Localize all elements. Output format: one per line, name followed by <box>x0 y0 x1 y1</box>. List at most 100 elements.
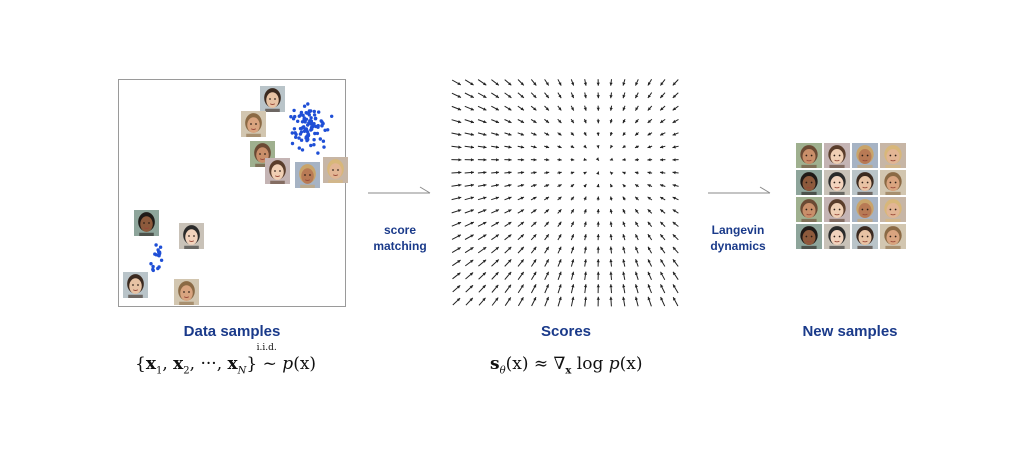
score-arrow-head <box>457 272 461 276</box>
score-arrow-head <box>520 183 525 187</box>
score-arrow-head <box>533 145 537 149</box>
score-arrow-head <box>533 209 537 213</box>
sample-dot <box>297 146 301 150</box>
score-arrow-head <box>609 259 613 263</box>
score-arrow-head <box>609 271 613 275</box>
score-arrow-head <box>483 196 487 200</box>
score-arrow-head <box>647 119 651 123</box>
score-arrow-head <box>495 145 499 149</box>
score-arrow-head <box>545 284 549 288</box>
score-arrow-head <box>508 183 512 187</box>
score-arrow-head <box>495 297 499 301</box>
score-arrow-head <box>508 222 512 225</box>
sample-dot <box>322 145 326 149</box>
sample-dot <box>319 119 323 123</box>
score-arrow-head <box>609 246 613 250</box>
score-arrow-head <box>483 107 487 111</box>
score-arrow-head <box>520 82 524 86</box>
score-arrow-head <box>483 234 487 238</box>
score-arrow-head <box>609 157 614 161</box>
face-image <box>824 224 850 249</box>
score-arrow-head <box>470 94 474 98</box>
score-arrow-head <box>647 259 651 263</box>
score-arrow-head <box>647 234 651 238</box>
score-arrow-head <box>647 296 651 301</box>
score-arrow-head <box>558 158 562 162</box>
score-arrow-head <box>520 234 524 238</box>
score-arrow-head <box>647 209 651 213</box>
score-arrow-head <box>508 196 512 200</box>
sample-dot <box>294 132 298 137</box>
sample-dot <box>296 119 300 123</box>
score-arrow-head <box>470 82 474 86</box>
face-image <box>796 143 822 168</box>
data-samples-title: Data samples <box>183 323 281 340</box>
score-arrow-head <box>660 209 664 213</box>
score-arrow-head <box>647 107 651 111</box>
score-arrow-head <box>672 209 677 213</box>
score-arrow-head <box>609 82 613 86</box>
score-arrow-head <box>583 171 587 175</box>
score-arrow-head <box>595 157 599 161</box>
score-arrow-head <box>647 82 651 86</box>
score-arrow-head <box>570 132 574 136</box>
score-arrow-head <box>482 285 486 289</box>
face-image <box>179 223 204 249</box>
score-arrow-head <box>457 247 461 251</box>
score-arrow-head <box>508 271 512 276</box>
sample-dot <box>290 141 295 146</box>
score-arrow-head <box>520 284 524 288</box>
score-arrow-head <box>660 171 664 175</box>
sample-dot <box>305 111 309 115</box>
score-arrow-head <box>660 132 664 136</box>
sample-dot <box>305 130 310 134</box>
score-arrow-head <box>634 284 638 288</box>
score-arrow-head <box>458 170 462 175</box>
score-arrow-head <box>660 284 664 288</box>
score-arrow-head <box>647 158 651 162</box>
sample-dot <box>293 114 297 119</box>
score-arrow-head <box>469 285 473 289</box>
score-arrow-head <box>558 132 562 136</box>
score-arrow-head <box>660 246 664 251</box>
score-arrow-head <box>648 246 651 251</box>
score-arrow-head <box>584 296 588 300</box>
score-arrow-head <box>520 246 524 251</box>
score-arrow-head <box>558 196 562 200</box>
score-arrow-head <box>635 107 639 111</box>
score-arrow-head <box>533 297 537 301</box>
score-arrow-head <box>495 94 499 98</box>
score-arrow-head <box>672 94 677 98</box>
score-arrow-head <box>609 196 613 200</box>
score-arrow-head <box>470 221 474 225</box>
sample-dot <box>302 104 307 108</box>
sample-dot <box>157 265 161 269</box>
score-arrow-head <box>570 171 575 175</box>
score-arrow-head <box>558 284 562 288</box>
score-arrow-head <box>673 284 676 288</box>
sample-dot <box>313 117 318 121</box>
score-vector-field <box>451 79 679 307</box>
score-arrow-head <box>508 94 512 98</box>
score-arrow-head <box>596 221 600 225</box>
score-arrow-head <box>508 209 512 213</box>
score-arrow-head <box>635 145 639 148</box>
face-image <box>323 157 348 183</box>
score-arrow-head <box>558 271 562 276</box>
sample-dot <box>299 130 304 134</box>
score-arrow-head <box>596 107 600 111</box>
score-arrow-head <box>495 107 499 111</box>
score-arrow-head <box>533 94 537 98</box>
score-arrow-head <box>596 82 600 86</box>
score-arrow-head <box>570 184 574 188</box>
face-image <box>796 224 822 249</box>
score-arrow-head <box>583 209 587 213</box>
score-arrow-head <box>583 259 587 263</box>
score-arrow-head <box>533 234 537 238</box>
score-arrow-head <box>545 234 549 238</box>
sample-dot <box>312 143 316 147</box>
score-arrow-head <box>545 132 550 136</box>
score-arrow-head <box>596 184 600 188</box>
score-arrow-head <box>570 145 575 148</box>
score-arrow-head <box>507 284 511 288</box>
